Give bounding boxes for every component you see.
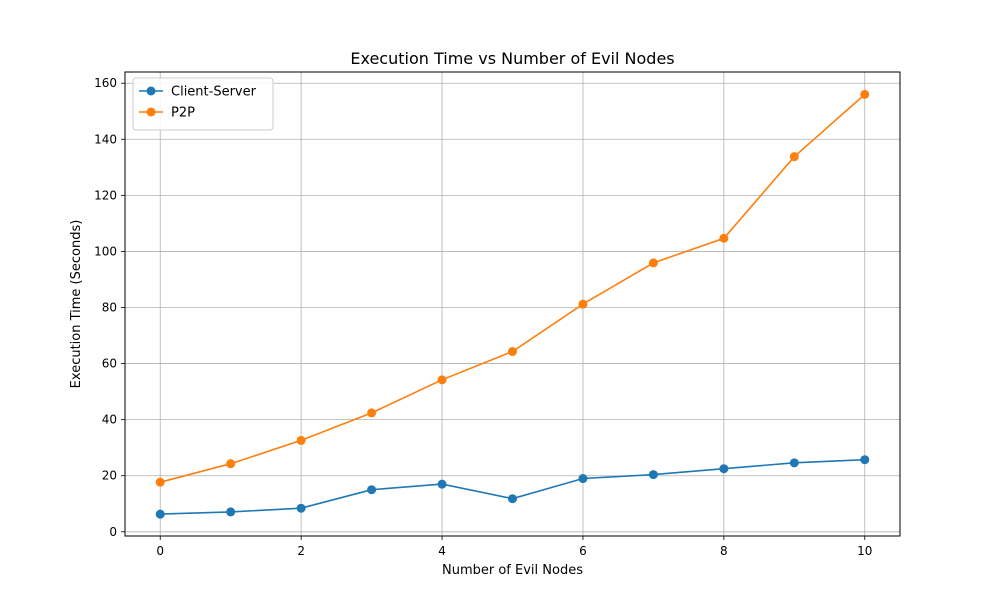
data-point (860, 89, 870, 99)
data-point (508, 494, 517, 504)
series-p2p (155, 89, 870, 487)
series-layer (155, 89, 870, 519)
chart-title: Execution Time vs Number of Evil Nodes (350, 49, 674, 68)
y-tick-label: 120 (94, 188, 117, 202)
data-point (508, 347, 517, 357)
data-point (719, 464, 729, 474)
data-point (155, 509, 165, 519)
data-point (578, 299, 588, 309)
data-point (296, 435, 306, 445)
series-client-server (155, 455, 870, 519)
y-tick-label: 160 (94, 76, 117, 90)
series-line (159, 93, 866, 483)
data-point (437, 375, 447, 385)
data-point (648, 470, 658, 480)
series-line (160, 458, 865, 515)
data-point (367, 485, 377, 495)
data-point (789, 458, 799, 468)
legend-label: P2P (171, 106, 195, 121)
legend-swatch-marker (146, 107, 156, 117)
x-tick-label: 0 (156, 544, 164, 558)
data-point (437, 479, 447, 489)
y-tick-label: 40 (102, 413, 117, 427)
plot-frame (124, 71, 901, 537)
data-point (367, 408, 377, 418)
x-tick-label: 6 (579, 544, 587, 558)
data-point (578, 474, 588, 484)
legend-swatch-marker (146, 86, 156, 96)
data-point (789, 152, 799, 162)
x-axis-label: Number of Evil Nodes (442, 563, 583, 578)
y-tick-label: 80 (102, 301, 117, 315)
legend-box (132, 77, 274, 131)
data-point (226, 507, 236, 517)
y-axis-label: Execution Time (Seconds) (69, 220, 84, 389)
legend: Client-Server P2P (132, 77, 274, 131)
grid (125, 72, 900, 536)
x-tick-label: 8 (720, 544, 728, 558)
y-tick-label: 60 (102, 357, 117, 371)
y-tick-label: 140 (94, 132, 117, 146)
x-tick-label: 2 (297, 544, 305, 558)
y-tick-label: 100 (94, 244, 117, 258)
data-point (648, 258, 658, 268)
data-point (860, 455, 870, 465)
data-point (296, 503, 306, 513)
legend-label: Client-Server (171, 85, 257, 100)
x-tick-label: 10 (857, 544, 872, 558)
x-tick-label: 4 (438, 544, 446, 558)
y-tick-label: 0 (109, 525, 117, 539)
data-point (719, 233, 729, 243)
y-tick-label: 20 (102, 469, 117, 483)
data-point (226, 459, 236, 469)
data-point (155, 477, 165, 487)
